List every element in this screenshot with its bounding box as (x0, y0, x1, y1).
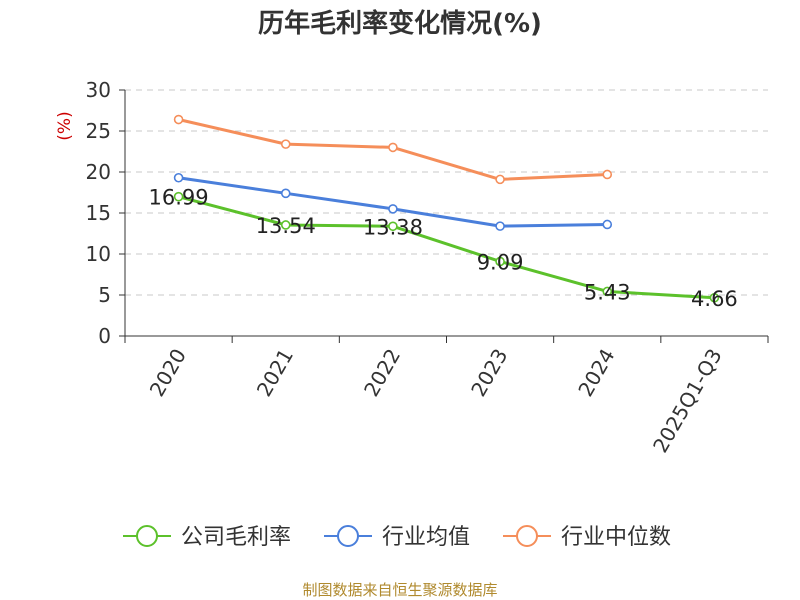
data-point (280, 220, 291, 230)
data-point (495, 221, 505, 231)
x-tick-label: 2023 (466, 345, 512, 401)
data-label: 5.43 (584, 280, 631, 304)
legend-item: 公司毛利率 (123, 525, 291, 550)
legend-label: 公司毛利率 (181, 525, 291, 550)
x-tick-labels: 2020 2021 2022 2023 2024 2025Q1-Q3 (145, 345, 727, 457)
data-point (602, 169, 613, 180)
data-point (495, 256, 505, 267)
y-tick-label: 25 (86, 119, 111, 143)
legend-label: 行业均值 (382, 525, 470, 550)
legend-item: 行业均值 (324, 525, 470, 550)
legend-label: 行业中位数 (561, 525, 671, 550)
y-tick-labels: 0 5 10 15 20 25 30 (86, 78, 111, 348)
data-point (280, 139, 291, 149)
source-note: 制图数据来自恒生聚源数据库 (302, 581, 497, 599)
y-tick-label: 20 (86, 160, 111, 184)
legend: 公司毛利率 行业均值 行业中位数 (123, 525, 671, 550)
data-label: 16.99 (149, 186, 209, 210)
series-lines (173, 114, 720, 303)
data-point (709, 292, 720, 303)
data-labels: 16.99 13.54 13.38 9.09 5.43 4.66 (149, 186, 738, 311)
legend-marker (136, 525, 158, 547)
x-tick-label: 2021 (252, 345, 298, 401)
y-axis-unit: (%) (55, 111, 75, 140)
y-tick-label: 15 (86, 201, 111, 225)
gridlines (125, 89, 768, 296)
axes (119, 89, 769, 343)
chart-title: 历年毛利率变化情况(%) (258, 8, 542, 39)
data-point (173, 172, 184, 183)
data-point (173, 191, 184, 202)
data-label: 9.09 (477, 250, 524, 274)
data-point (602, 219, 613, 230)
y-tick-label: 10 (86, 242, 111, 266)
x-tick-label: 2024 (573, 345, 619, 401)
legend-marker (516, 525, 538, 547)
legend-marker (337, 525, 359, 547)
series-line (178, 195, 715, 300)
data-point (280, 188, 291, 199)
y-tick-label: 5 (98, 283, 111, 307)
data-label: 4.66 (691, 287, 738, 311)
data-label: 13.54 (256, 214, 316, 238)
x-tick-label: 2022 (359, 345, 405, 401)
x-tick-label: 2025Q1-Q3 (648, 345, 727, 457)
data-point (495, 174, 505, 185)
data-label: 13.38 (363, 215, 423, 239)
legend-item: 行业中位数 (503, 525, 671, 550)
data-point (388, 221, 398, 232)
data-point (388, 142, 398, 153)
y-tick-label: 0 (98, 324, 111, 348)
data-point (173, 114, 184, 125)
y-tick-label: 30 (86, 78, 111, 102)
data-point (602, 286, 613, 297)
data-point (388, 204, 398, 214)
x-tick-label: 2020 (145, 345, 191, 401)
